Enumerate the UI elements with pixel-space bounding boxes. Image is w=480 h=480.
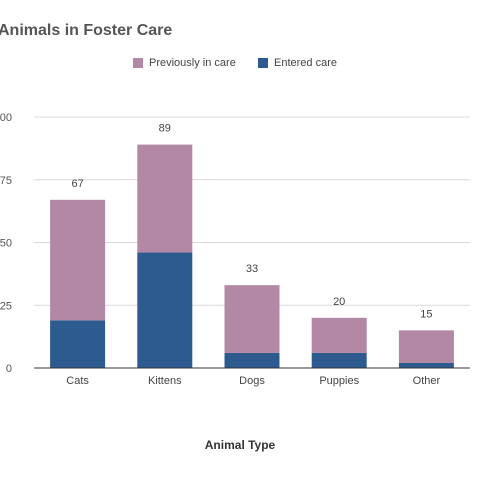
bar-puppies-previously-in-care: [312, 318, 367, 353]
x-tick-label-dogs: Dogs: [239, 375, 265, 387]
bar-dogs-entered-care: [225, 353, 280, 368]
x-tick-label-other: Other: [413, 375, 441, 387]
y-tick-label-75: 75: [0, 175, 12, 187]
x-tick-label-kittens: Kittens: [148, 375, 182, 387]
total-label-dogs: 33: [246, 263, 258, 275]
x-axis-title: Animal Type: [0, 438, 480, 452]
y-tick-label-50: 50: [0, 238, 12, 250]
x-tick-label-cats: Cats: [66, 375, 89, 387]
bar-puppies-entered-care: [312, 353, 367, 368]
total-label-puppies: 20: [333, 296, 345, 308]
x-tick-label-puppies: Puppies: [319, 375, 359, 387]
bar-dogs-previously-in-care: [225, 285, 280, 353]
bar-other-previously-in-care: [399, 330, 454, 363]
total-label-cats: 67: [71, 178, 83, 190]
bar-cats-previously-in-care: [50, 200, 105, 320]
total-label-kittens: 89: [159, 123, 171, 135]
y-tick-label-0: 0: [6, 363, 12, 375]
y-tick-label-100: 100: [0, 112, 12, 124]
bar-kittens-entered-care: [137, 253, 192, 368]
bar-cats-entered-care: [50, 320, 105, 368]
y-tick-label-25: 25: [0, 300, 12, 312]
bar-other-entered-care: [399, 363, 454, 368]
total-label-other: 15: [420, 308, 432, 320]
bar-kittens-previously-in-care: [137, 145, 192, 253]
